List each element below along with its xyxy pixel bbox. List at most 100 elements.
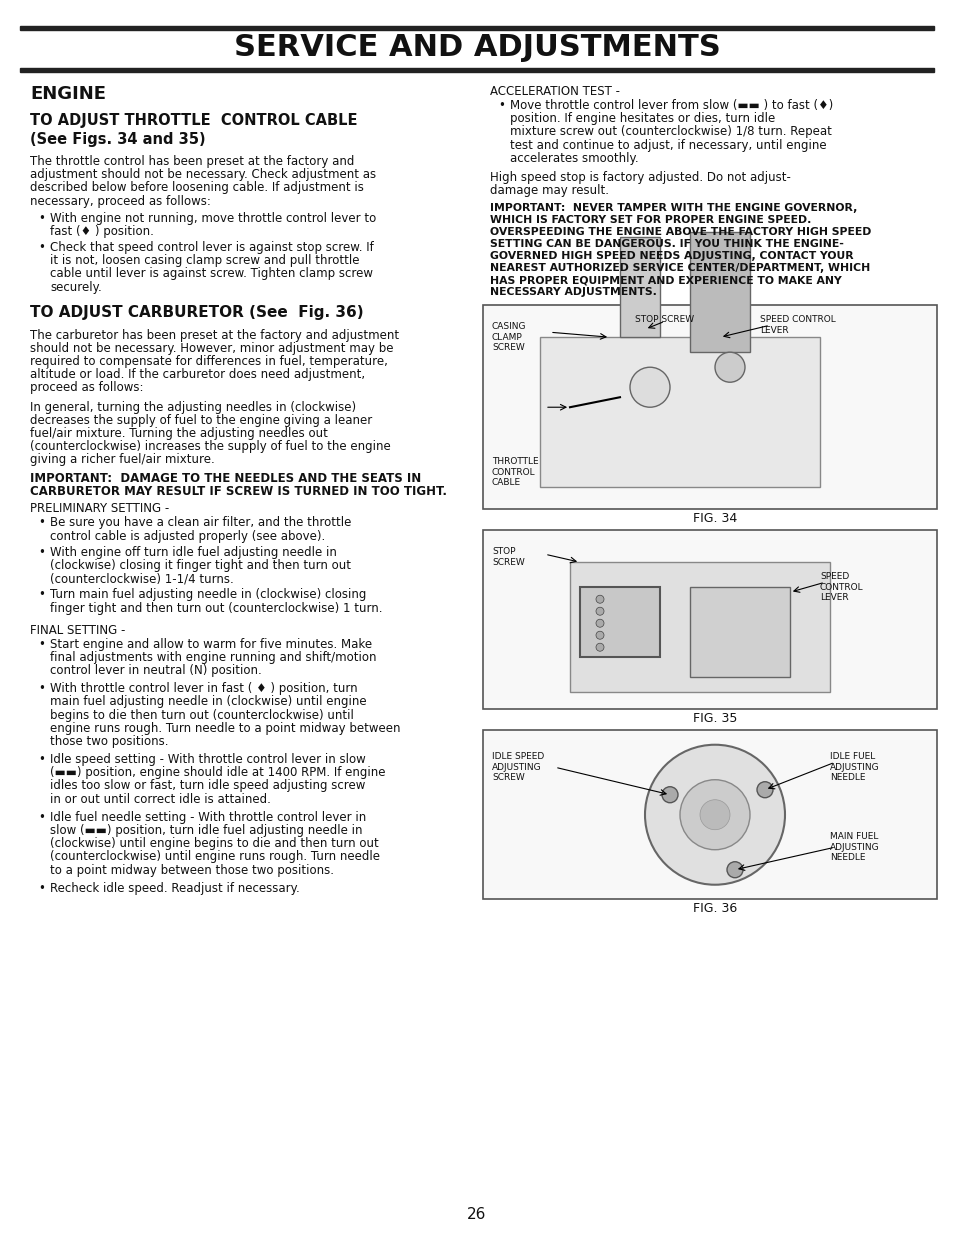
Text: FINAL SETTING -: FINAL SETTING -	[30, 624, 125, 636]
Text: mixture screw out (counterclockwise) 1/8 turn. Repeat: mixture screw out (counterclockwise) 1/8…	[510, 125, 831, 139]
Text: •: •	[38, 882, 45, 895]
Text: fuel/air mixture. Turning the adjusting needles out: fuel/air mixture. Turning the adjusting …	[30, 427, 328, 440]
Text: engine runs rough. Turn needle to a point midway between: engine runs rough. Turn needle to a poin…	[50, 722, 400, 735]
Text: it is not, loosen casing clamp screw and pull throttle: it is not, loosen casing clamp screw and…	[50, 254, 359, 268]
Text: MAIN FUEL
ADJUSTING
NEEDLE: MAIN FUEL ADJUSTING NEEDLE	[829, 832, 879, 862]
Text: CASING
CLAMP
SCREW: CASING CLAMP SCREW	[492, 322, 526, 352]
Text: •: •	[38, 811, 45, 823]
Text: required to compensate for differences in fuel, temperature,: required to compensate for differences i…	[30, 355, 388, 368]
Text: damage may result.: damage may result.	[490, 184, 608, 197]
Text: WHICH IS FACTORY SET FOR PROPER ENGINE SPEED.: WHICH IS FACTORY SET FOR PROPER ENGINE S…	[490, 216, 810, 226]
Text: High speed stop is factory adjusted. Do not adjust-: High speed stop is factory adjusted. Do …	[490, 171, 790, 184]
Text: OVERSPEEDING THE ENGINE ABOVE THE FACTORY HIGH SPEED: OVERSPEEDING THE ENGINE ABOVE THE FACTOR…	[490, 227, 870, 237]
Text: With engine not running, move throttle control lever to: With engine not running, move throttle c…	[50, 212, 375, 224]
Text: in or out until correct idle is attained.: in or out until correct idle is attained…	[50, 792, 271, 806]
Text: main fuel adjusting needle in (clockwise) until engine: main fuel adjusting needle in (clockwise…	[50, 696, 366, 708]
Text: SPEED
CONTROL
LEVER: SPEED CONTROL LEVER	[820, 572, 862, 603]
Text: should not be necessary. However, minor adjustment may be: should not be necessary. However, minor …	[30, 342, 393, 355]
Text: SETTING CAN BE DANGEROUS. IF YOU THINK THE ENGINE-: SETTING CAN BE DANGEROUS. IF YOU THINK T…	[490, 239, 843, 249]
Circle shape	[596, 631, 603, 640]
Circle shape	[596, 595, 603, 603]
Circle shape	[714, 352, 744, 382]
FancyBboxPatch shape	[482, 730, 936, 899]
Bar	[569, 562, 829, 692]
Text: Idle fuel needle setting - With throttle control lever in: Idle fuel needle setting - With throttle…	[50, 811, 366, 823]
Text: FIG. 34: FIG. 34	[692, 512, 737, 526]
Text: STOP
SCREW: STOP SCREW	[492, 547, 524, 567]
Text: to a point midway between those two positions.: to a point midway between those two posi…	[50, 863, 334, 877]
Text: With throttle control lever in fast ( ♦ ) position, turn: With throttle control lever in fast ( ♦ …	[50, 682, 357, 696]
Text: FIG. 36: FIG. 36	[692, 903, 737, 915]
Text: Idle speed setting - With throttle control lever in slow: Idle speed setting - With throttle contr…	[50, 753, 365, 766]
Text: HAS PROPER EQUIPMENT AND EXPERIENCE TO MAKE ANY: HAS PROPER EQUIPMENT AND EXPERIENCE TO M…	[490, 275, 841, 285]
Circle shape	[629, 367, 669, 407]
Text: ACCELERATION TEST -: ACCELERATION TEST -	[490, 86, 619, 98]
Text: described below before loosening cable. If adjustment is: described below before loosening cable. …	[30, 181, 363, 195]
Circle shape	[757, 781, 772, 797]
Bar	[20, 26, 933, 30]
Text: 26: 26	[467, 1207, 486, 1221]
Bar	[689, 588, 789, 677]
Text: IMPORTANT:  DAMAGE TO THE NEEDLES AND THE SEATS IN: IMPORTANT: DAMAGE TO THE NEEDLES AND THE…	[30, 472, 421, 486]
Text: (counterclockwise) until engine runs rough. Turn needle: (counterclockwise) until engine runs rou…	[50, 851, 379, 863]
Text: CARBURETOR MAY RESULT IF SCREW IS TURNED IN TOO TIGHT.: CARBURETOR MAY RESULT IF SCREW IS TURNED…	[30, 486, 447, 498]
Circle shape	[596, 644, 603, 651]
Text: •: •	[38, 212, 45, 224]
Text: •: •	[38, 682, 45, 696]
Text: slow (▬▬) position, turn idle fuel adjusting needle in: slow (▬▬) position, turn idle fuel adjus…	[50, 825, 362, 837]
Text: fast (♦ ) position.: fast (♦ ) position.	[50, 224, 153, 238]
Text: TO ADJUST THROTTLE  CONTROL CABLE
(See Figs. 34 and 35): TO ADJUST THROTTLE CONTROL CABLE (See Fi…	[30, 113, 357, 146]
Text: (▬▬) position, engine should idle at 1400 RPM. If engine: (▬▬) position, engine should idle at 140…	[50, 766, 385, 779]
Text: With engine off turn idle fuel adjusting needle in: With engine off turn idle fuel adjusting…	[50, 546, 336, 559]
Text: FIG. 35: FIG. 35	[692, 712, 737, 725]
Text: IMPORTANT:  NEVER TAMPER WITH THE ENGINE GOVERNOR,: IMPORTANT: NEVER TAMPER WITH THE ENGINE …	[490, 203, 857, 213]
Bar	[579, 588, 659, 657]
Text: •: •	[38, 753, 45, 766]
Text: PRELIMINARY SETTING -: PRELIMINARY SETTING -	[30, 502, 169, 516]
Bar	[619, 237, 659, 337]
Text: •: •	[497, 99, 504, 112]
FancyBboxPatch shape	[482, 305, 936, 510]
Text: (counterclockwise) 1-1/4 turns.: (counterclockwise) 1-1/4 turns.	[50, 572, 233, 585]
Text: •: •	[38, 241, 45, 254]
Text: control lever in neutral (N) position.: control lever in neutral (N) position.	[50, 665, 261, 677]
Text: Turn main fuel adjusting needle in (clockwise) closing: Turn main fuel adjusting needle in (cloc…	[50, 588, 366, 601]
Text: GOVERNED HIGH SPEED NEEDS ADJUSTING, CONTACT YOUR: GOVERNED HIGH SPEED NEEDS ADJUSTING, CON…	[490, 252, 853, 262]
Text: securely.: securely.	[50, 280, 102, 294]
Circle shape	[679, 780, 749, 849]
Text: begins to die then turn out (counterclockwise) until: begins to die then turn out (countercloc…	[50, 708, 354, 722]
Text: accelerates smoothly.: accelerates smoothly.	[510, 151, 638, 165]
Text: test and continue to adjust, if necessary, until engine: test and continue to adjust, if necessar…	[510, 139, 825, 151]
Text: IDLE SPEED
ADJUSTING
SCREW: IDLE SPEED ADJUSTING SCREW	[492, 753, 543, 782]
Text: STOP SCREW: STOP SCREW	[635, 315, 694, 324]
Circle shape	[700, 800, 729, 830]
Text: NECESSARY ADJUSTMENTS.: NECESSARY ADJUSTMENTS.	[490, 288, 657, 298]
Text: proceed as follows:: proceed as follows:	[30, 382, 143, 394]
Text: those two positions.: those two positions.	[50, 735, 169, 748]
FancyBboxPatch shape	[482, 531, 936, 709]
Text: position. If engine hesitates or dies, turn idle: position. If engine hesitates or dies, t…	[510, 112, 775, 125]
Circle shape	[596, 608, 603, 615]
Text: THROTTLE
CONTROL
CABLE: THROTTLE CONTROL CABLE	[492, 458, 538, 487]
Text: Recheck idle speed. Readjust if necessary.: Recheck idle speed. Readjust if necessar…	[50, 882, 299, 895]
Bar	[539, 337, 820, 487]
Text: NEAREST AUTHORIZED SERVICE CENTER/DEPARTMENT, WHICH: NEAREST AUTHORIZED SERVICE CENTER/DEPART…	[490, 263, 869, 273]
Text: •: •	[38, 588, 45, 601]
Text: SPEED CONTROL
LEVER: SPEED CONTROL LEVER	[760, 315, 835, 335]
Circle shape	[661, 786, 678, 802]
Text: Start engine and allow to warm for five minutes. Make: Start engine and allow to warm for five …	[50, 637, 372, 651]
Text: •: •	[38, 546, 45, 559]
Text: final adjustments with engine running and shift/motion: final adjustments with engine running an…	[50, 651, 376, 663]
Text: •: •	[38, 637, 45, 651]
Text: (clockwise) closing it finger tight and then turn out: (clockwise) closing it finger tight and …	[50, 559, 351, 572]
Text: Be sure you have a clean air filter, and the throttle: Be sure you have a clean air filter, and…	[50, 517, 351, 529]
Circle shape	[596, 619, 603, 627]
Text: (counterclockwise) increases the supply of fuel to the engine: (counterclockwise) increases the supply …	[30, 440, 391, 453]
Text: •: •	[38, 517, 45, 529]
Text: cable until lever is against screw. Tighten clamp screw: cable until lever is against screw. Tigh…	[50, 268, 373, 280]
Text: necessary, proceed as follows:: necessary, proceed as follows:	[30, 195, 211, 207]
Text: In general, turning the adjusting needles in (clockwise): In general, turning the adjusting needle…	[30, 401, 355, 414]
Text: (clockwise) until engine begins to die and then turn out: (clockwise) until engine begins to die a…	[50, 837, 378, 851]
Text: ENGINE: ENGINE	[30, 86, 106, 103]
Circle shape	[644, 745, 784, 884]
